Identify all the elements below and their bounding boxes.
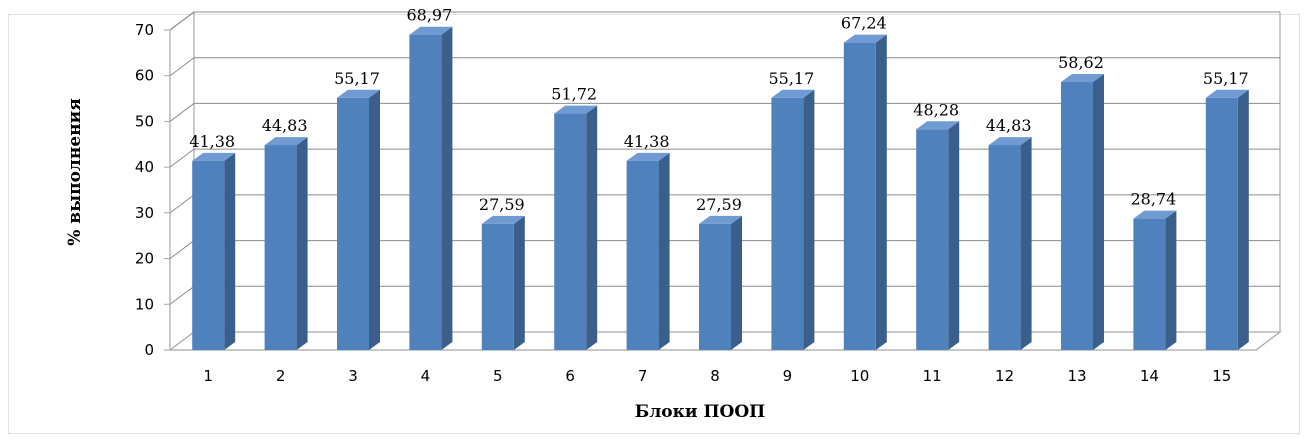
bar bbox=[1061, 82, 1093, 350]
bar bbox=[771, 97, 804, 351]
chart-floor bbox=[168, 331, 1282, 351]
x-tick-label: 14 bbox=[1140, 367, 1159, 385]
gridline-side bbox=[169, 285, 195, 305]
bar bbox=[843, 42, 876, 351]
bar bbox=[337, 97, 369, 351]
y-axis-ticks: 0 10 20 30 40 50 60 70 bbox=[135, 21, 170, 359]
bar-top bbox=[554, 105, 598, 114]
bar bbox=[1205, 97, 1238, 351]
bar bbox=[699, 223, 731, 350]
data-label: 55,17 bbox=[1203, 69, 1249, 88]
bar bbox=[481, 223, 514, 350]
bar-side bbox=[369, 89, 380, 351]
data-label: 27,59 bbox=[479, 195, 525, 214]
x-tick-label: 5 bbox=[493, 367, 503, 385]
y-axis-title: % выполнения bbox=[65, 98, 85, 246]
bar-top bbox=[1061, 74, 1104, 83]
bar-side bbox=[1093, 74, 1104, 350]
bar bbox=[1133, 218, 1166, 350]
x-axis-ticks: 1 2 3 4 5 6 7 8 9 10 11 12 13 14 15 bbox=[203, 367, 1231, 385]
bar-top bbox=[699, 215, 742, 224]
x-tick-label: 3 bbox=[348, 367, 358, 385]
bar bbox=[916, 129, 949, 350]
x-tick-label: 11 bbox=[923, 367, 942, 385]
data-label: 51,72 bbox=[551, 85, 597, 104]
y-tick-label: 20 bbox=[135, 250, 154, 268]
bar-side bbox=[803, 89, 815, 351]
bar-top bbox=[264, 137, 308, 146]
bar-top bbox=[843, 34, 887, 43]
x-tick-label: 12 bbox=[995, 367, 1014, 385]
y-tick-label: 40 bbox=[135, 158, 154, 176]
data-label: 48,28 bbox=[913, 100, 959, 119]
bar-side bbox=[224, 152, 236, 350]
bar-side bbox=[658, 152, 670, 350]
bar-top bbox=[916, 121, 960, 130]
x-axis-title: Блоки ПООП bbox=[635, 402, 765, 422]
data-label: 28,74 bbox=[1130, 190, 1176, 209]
labels-layer: 41,38 44,83 55,17 68,97 27,59 51,72 41,38 27,59… bbox=[189, 6, 1248, 214]
data-label: 27,59 bbox=[696, 195, 742, 214]
bar-side bbox=[586, 105, 598, 351]
y-tick-label: 60 bbox=[135, 67, 154, 85]
bar-top bbox=[626, 152, 670, 161]
x-tick-label: 13 bbox=[1067, 367, 1086, 385]
x-tick-label: 15 bbox=[1212, 367, 1231, 385]
x-tick-label: 4 bbox=[421, 367, 431, 385]
data-label: 44,83 bbox=[262, 116, 308, 135]
bar-side bbox=[948, 121, 960, 350]
bar-side bbox=[731, 215, 742, 350]
bar bbox=[192, 160, 225, 350]
bar-side bbox=[1237, 89, 1249, 351]
x-tick-label: 8 bbox=[710, 367, 720, 385]
bar bbox=[409, 34, 442, 351]
gridline-side bbox=[169, 240, 195, 259]
chart-frame bbox=[8, 14, 1300, 434]
x-tick-label: 2 bbox=[276, 367, 286, 385]
bar-side bbox=[875, 34, 887, 351]
gridline-side bbox=[169, 11, 195, 31]
x-tick-label: 10 bbox=[850, 367, 869, 385]
bar-side bbox=[296, 137, 308, 350]
gridline-side bbox=[169, 103, 195, 122]
gridline-side bbox=[169, 148, 195, 168]
bar-top bbox=[988, 137, 1032, 146]
y-tick-label: 70 bbox=[135, 21, 154, 39]
x-tick-label: 6 bbox=[565, 367, 575, 385]
data-label: 67,24 bbox=[841, 14, 887, 33]
y-tick-label: 0 bbox=[144, 341, 154, 359]
bar-side bbox=[1165, 210, 1177, 350]
bar-side bbox=[1020, 137, 1032, 350]
bar-top bbox=[1133, 210, 1177, 219]
bar-top bbox=[771, 89, 815, 98]
x-tick-label: 1 bbox=[203, 367, 213, 385]
data-label: 68,97 bbox=[406, 6, 452, 25]
data-label: 44,83 bbox=[986, 116, 1032, 135]
bar-side bbox=[441, 26, 453, 351]
bar-side bbox=[513, 215, 525, 350]
bar-top bbox=[192, 152, 236, 161]
x-tick-label: 9 bbox=[783, 367, 793, 385]
bars-layer bbox=[192, 26, 1249, 351]
gridline-side bbox=[169, 194, 195, 214]
bar-top bbox=[1205, 89, 1249, 98]
data-label: 55,17 bbox=[768, 69, 814, 88]
bar bbox=[626, 160, 659, 350]
data-label: 41,38 bbox=[189, 132, 235, 151]
bar-top bbox=[481, 215, 525, 224]
data-label: 41,38 bbox=[624, 132, 670, 151]
bar bbox=[264, 145, 297, 350]
y-tick-label: 30 bbox=[135, 204, 154, 222]
bar bbox=[554, 113, 587, 351]
y-tick-label: 50 bbox=[135, 112, 154, 130]
bar bbox=[988, 145, 1021, 350]
bar-top bbox=[337, 89, 380, 98]
gridline-side bbox=[169, 57, 195, 77]
data-label: 55,17 bbox=[334, 69, 380, 88]
y-tick-label: 10 bbox=[135, 295, 154, 313]
bar-top bbox=[409, 26, 453, 35]
data-label: 58,62 bbox=[1058, 53, 1104, 72]
x-tick-label: 7 bbox=[638, 367, 648, 385]
